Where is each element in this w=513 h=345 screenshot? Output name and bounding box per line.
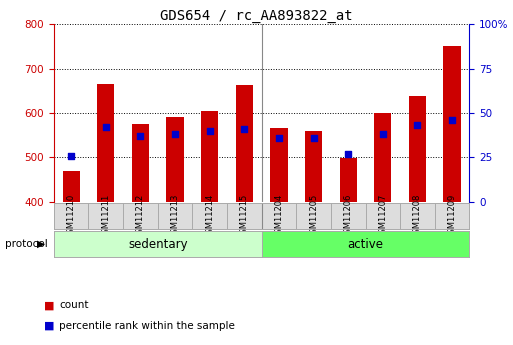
Text: GSM11208: GSM11208 [413, 193, 422, 239]
Point [413, 123, 422, 128]
Bar [270, 128, 288, 202]
Point [102, 125, 110, 130]
Bar [409, 96, 426, 202]
Text: GSM11213: GSM11213 [170, 193, 180, 239]
Point [344, 151, 352, 157]
Point [448, 117, 456, 123]
Text: GSM11207: GSM11207 [378, 193, 387, 239]
Bar [63, 171, 80, 202]
Point [136, 133, 145, 139]
Bar [374, 113, 391, 202]
Point [309, 135, 318, 141]
Text: GSM11206: GSM11206 [344, 193, 353, 239]
Text: GSM11214: GSM11214 [205, 193, 214, 239]
Text: count: count [59, 300, 89, 310]
Point [206, 128, 214, 134]
Bar [305, 131, 322, 202]
Point [67, 153, 75, 158]
Bar [97, 84, 114, 202]
Text: GSM11211: GSM11211 [101, 193, 110, 239]
Text: GDS654 / rc_AA893822_at: GDS654 / rc_AA893822_at [160, 9, 353, 23]
Bar [166, 117, 184, 202]
Bar [340, 158, 357, 202]
Bar [443, 46, 461, 202]
Text: GSM11212: GSM11212 [136, 193, 145, 239]
Text: ■: ■ [44, 321, 54, 331]
Point [171, 131, 179, 137]
Bar [235, 85, 253, 202]
Text: GSM11204: GSM11204 [274, 193, 284, 239]
Bar [132, 124, 149, 202]
Text: GSM11205: GSM11205 [309, 193, 318, 239]
Text: protocol: protocol [5, 239, 48, 249]
Text: ■: ■ [44, 300, 54, 310]
Text: ▶: ▶ [37, 239, 46, 249]
Text: active: active [347, 238, 384, 250]
Text: GSM11209: GSM11209 [447, 193, 457, 239]
Text: percentile rank within the sample: percentile rank within the sample [59, 321, 235, 331]
Text: GSM11215: GSM11215 [240, 193, 249, 239]
Point [275, 135, 283, 141]
Text: GSM11210: GSM11210 [67, 193, 76, 239]
Point [379, 131, 387, 137]
Text: sedentary: sedentary [128, 238, 188, 250]
Point [240, 126, 248, 132]
Bar [201, 111, 219, 202]
